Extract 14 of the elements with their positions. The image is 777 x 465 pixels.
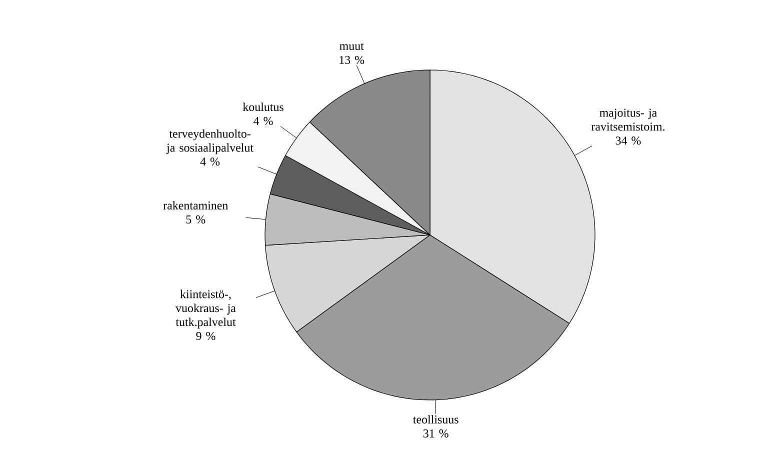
data-label: 4 % (254, 116, 273, 126)
legend-label: kiinteistö-, vuokraus- ja tutk.palvelut (176, 290, 236, 329)
slice-label: rakentaminen (163, 201, 228, 210)
slice-label: koulutus (242, 102, 284, 112)
data-label: 34 % (616, 136, 641, 145)
data-label: 31 % (423, 429, 448, 438)
data-label: 4 % (200, 158, 220, 166)
slice-label: majoitus- ja ravitsemistoim. (591, 108, 664, 131)
slice-label: teollisuus (413, 415, 458, 424)
slice-label: terveydenhuolto- ja sosiaalipalvelut (166, 129, 254, 154)
slice-label: muut (340, 43, 364, 50)
data-label: 9 % (196, 332, 216, 340)
data-label: 13 % (340, 56, 364, 64)
data-label: 5 % (186, 215, 206, 224)
